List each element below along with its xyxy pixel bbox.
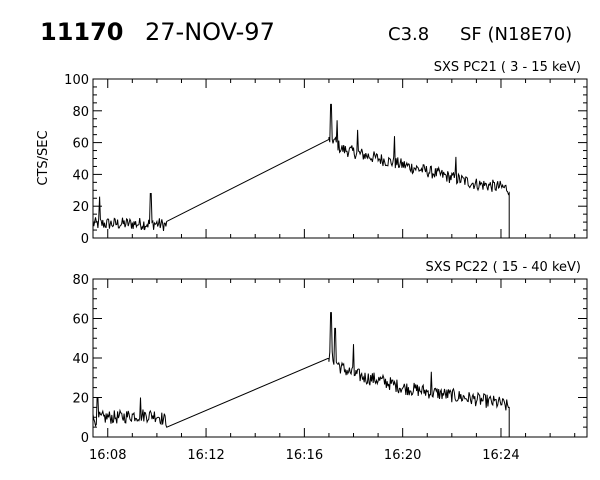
flare-location: SF (N18E70) [460,24,572,45]
panel-pc22-ticks: 0 20 40 60 80 16:08 16:12 16:16 16:20 16:24 [72,273,587,463]
event-id: 11170 [40,18,124,46]
goes-class: C3.8 [388,24,429,45]
y-tick-label: 40 [72,168,89,183]
panel-pc21: SXS PC21 ( 3 - 15 keV) CTS/SEC 0 20 40 60 80… [36,60,588,247]
y-axis-label: CTS/SEC [36,130,51,185]
y-tick-label: 20 [72,392,89,407]
y-tick-label: 0 [81,232,89,247]
panel-pc22-trace [92,312,510,437]
y-tick-label: 60 [72,313,89,328]
panel-pc22-frame [92,278,588,438]
panel-pc21-title: SXS PC21 ( 3 - 15 keV) [434,60,581,75]
x-tick-label: 16:16 [286,448,323,463]
panel-pc21-trace [92,103,510,238]
y-tick-label: 20 [72,200,89,215]
y-tick-label: 60 [72,137,89,152]
panel-pc22-title: SXS PC22 ( 15 - 40 keV) [425,260,581,275]
x-tick-label: 16:20 [384,448,421,463]
panel-pc22: SXS PC22 ( 15 - 40 keV) 0 20 40 60 80 16:08 16… [72,260,588,463]
y-tick-label: 40 [72,352,89,367]
x-tick-label: 16:12 [187,448,224,463]
y-tick-label: 100 [64,73,89,88]
x-tick-label: 16:24 [482,448,519,463]
y-tick-label: 0 [81,431,89,446]
event-date: 27-NOV-97 [145,18,275,46]
panel-pc21-ticks: 0 20 40 60 80 100 [64,73,587,247]
x-tick-label: 16:08 [89,448,126,463]
panel-pc21-frame [92,78,588,239]
y-tick-label: 80 [72,105,89,120]
y-tick-label: 80 [72,273,89,288]
